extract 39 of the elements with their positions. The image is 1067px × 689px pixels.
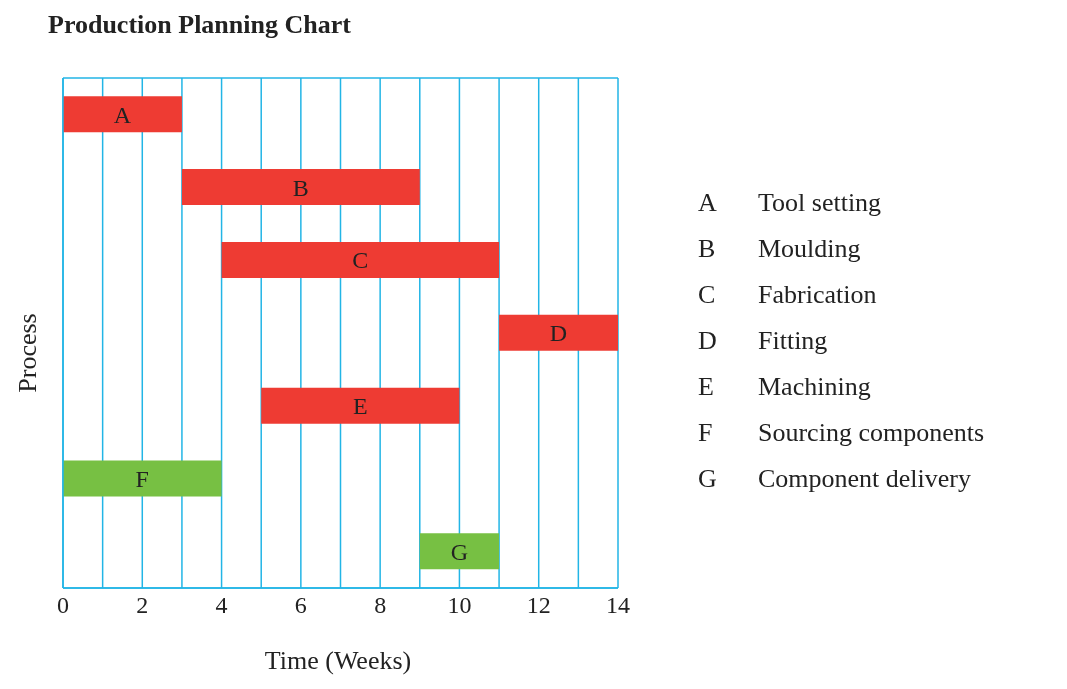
text: F	[698, 418, 713, 447]
text: Fabrication	[758, 280, 877, 311]
data-label: D	[549, 320, 568, 347]
x-tick-label: 14	[606, 592, 630, 619]
data-label: B	[292, 174, 309, 201]
text: D	[698, 326, 717, 355]
x-tick-label: 6	[294, 592, 307, 619]
bar	[63, 96, 182, 133]
y-axis-title: Process	[13, 312, 43, 395]
bar	[63, 460, 222, 497]
bar	[181, 169, 420, 206]
bar	[261, 387, 460, 424]
text: A	[698, 188, 717, 217]
x-tick-label: 8	[374, 592, 387, 619]
bar	[499, 314, 618, 351]
chart-title: Production Planning Chart	[48, 10, 352, 40]
x-tick-label: 4	[215, 592, 228, 619]
text: Sourcing components	[758, 418, 985, 449]
x-tick-label: 2	[136, 592, 149, 619]
data-label: E	[352, 393, 368, 420]
text: Machining	[758, 372, 871, 403]
text: B	[698, 234, 716, 263]
bar	[419, 533, 500, 570]
text: C	[698, 280, 716, 309]
text: G	[698, 464, 717, 493]
data-label: F	[135, 466, 149, 493]
text: E	[698, 372, 714, 401]
x-tick-label: 12	[526, 592, 551, 619]
data-label: A	[113, 101, 132, 128]
x-tick-label: 10	[447, 592, 472, 619]
data-label: C	[352, 247, 369, 274]
data-label: G	[450, 538, 469, 565]
text: Moulding	[758, 234, 861, 265]
text: Component delivery	[758, 464, 972, 495]
x-tick-label: 0	[57, 592, 69, 619]
x-axis-title: Time (Weeks)	[263, 646, 413, 676]
bar	[221, 241, 500, 278]
text: Fitting	[758, 326, 828, 357]
text: Tool setting	[758, 188, 882, 219]
